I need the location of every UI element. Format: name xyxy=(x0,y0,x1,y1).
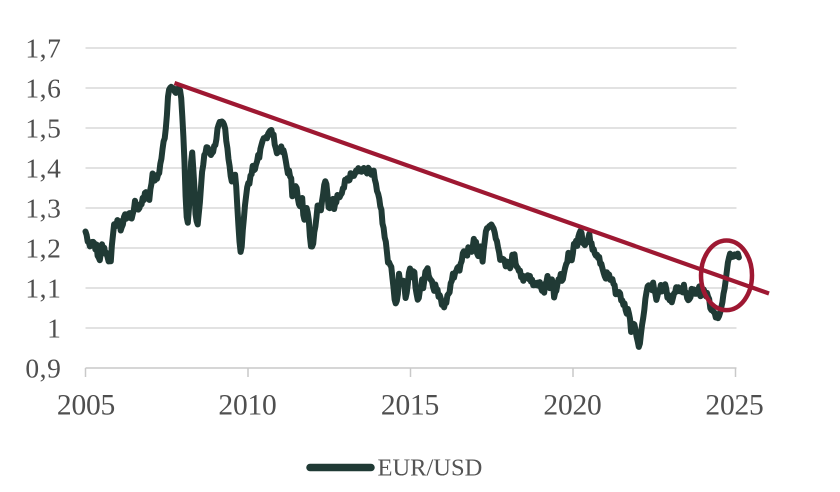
svg-text:2020: 2020 xyxy=(543,390,601,422)
svg-text:1,3: 1,3 xyxy=(25,193,61,224)
svg-text:EUR/USD: EUR/USD xyxy=(378,455,483,482)
svg-text:2015: 2015 xyxy=(381,390,439,422)
svg-text:1,5: 1,5 xyxy=(25,113,61,144)
svg-text:1,2: 1,2 xyxy=(25,233,61,264)
svg-text:2005: 2005 xyxy=(57,390,115,422)
svg-text:0,9: 0,9 xyxy=(25,353,61,384)
svg-text:1,4: 1,4 xyxy=(25,153,61,184)
svg-text:1,1: 1,1 xyxy=(25,273,61,304)
svg-text:1,7: 1,7 xyxy=(25,33,61,64)
svg-text:1: 1 xyxy=(47,313,61,344)
svg-text:2010: 2010 xyxy=(218,390,276,422)
svg-text:2025: 2025 xyxy=(705,390,763,422)
svg-text:1,6: 1,6 xyxy=(25,73,61,104)
